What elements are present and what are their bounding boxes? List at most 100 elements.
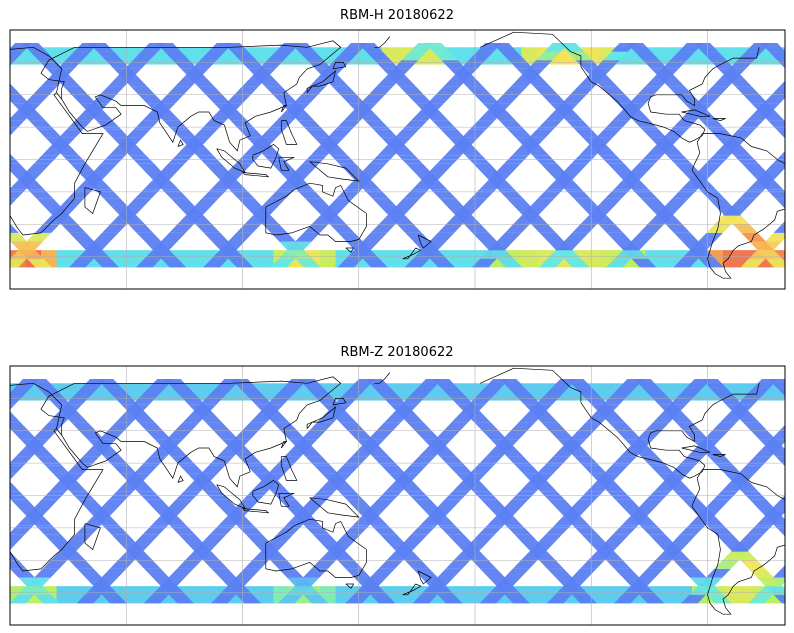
swath-segment [767, 448, 785, 457]
swath-segment [104, 129, 130, 138]
swath-segment [563, 232, 589, 242]
swath-segment [414, 499, 439, 509]
swath-segment [584, 68, 609, 78]
swath-segment [404, 258, 430, 268]
swath-segment [45, 465, 70, 474]
swath-segment [219, 577, 245, 587]
swath-segment [572, 224, 597, 233]
swath-segment [92, 163, 118, 173]
swath-segment [170, 525, 195, 535]
swath-segment [334, 51, 360, 61]
swath-segment [701, 51, 727, 61]
swath-segment [549, 103, 575, 112]
swath-segment [499, 120, 525, 130]
swath-segment [260, 129, 285, 138]
swath-segment [463, 551, 489, 561]
swath-segment [541, 422, 566, 431]
swath-segment [440, 129, 466, 138]
swath-segment [94, 258, 119, 268]
swath-segment [376, 422, 402, 431]
swath-segment [667, 86, 693, 95]
coastline-japan [306, 406, 337, 429]
swath-segment [12, 430, 37, 440]
swath-segment [557, 181, 582, 190]
swath-segment [439, 456, 465, 466]
swath-segment [161, 258, 187, 268]
swath-segment [335, 120, 361, 130]
swath-segment [421, 577, 447, 587]
swath-segment [305, 456, 331, 466]
swath-segment [673, 258, 699, 268]
coastline-south-america [702, 133, 785, 173]
swath-segment [272, 422, 298, 431]
swath-segment [268, 534, 294, 543]
swath-segment [396, 551, 422, 561]
swath-segment [432, 120, 457, 130]
swath-segment [615, 499, 641, 509]
swath-segment [10, 481, 11, 483]
swath-segment [776, 387, 785, 397]
swath-segment [696, 94, 721, 104]
swath-segment [171, 129, 197, 138]
swath-segment [766, 189, 785, 199]
swath-segment [464, 482, 490, 492]
swath-segment [614, 594, 639, 604]
swath-segment [413, 568, 438, 578]
swath-segment [305, 198, 330, 207]
swath-segment [437, 594, 463, 604]
swath-segment [187, 473, 213, 483]
swath-segment [188, 404, 214, 414]
swath-segment [77, 241, 103, 251]
swath-segment [562, 163, 588, 173]
swath-segment [659, 77, 685, 87]
swath-segment [663, 129, 688, 138]
swath-segment [789, 483, 794, 492]
swath-segment [790, 552, 794, 561]
swath-segment [10, 411, 13, 414]
swath-segment [473, 163, 499, 173]
swath-segment [632, 517, 657, 526]
swath-segment [52, 215, 78, 225]
swath-segment [766, 517, 785, 526]
swath-segment [30, 51, 55, 61]
swath-segment [439, 198, 465, 207]
swath-segment [533, 86, 559, 95]
swath-segment [192, 129, 218, 138]
swath-segment [528, 129, 554, 138]
swath-segment [773, 568, 785, 578]
swath-segment [231, 51, 257, 61]
swath-segment [245, 534, 271, 543]
swath-segment [103, 198, 129, 207]
swath-segment [636, 430, 662, 440]
swath-segment [747, 525, 773, 535]
swath-segment [126, 198, 152, 207]
swath-segment [508, 387, 533, 397]
swath-segment [558, 112, 583, 121]
swath-segment [474, 94, 500, 104]
swath-segment [748, 568, 774, 578]
swath-segment [143, 594, 169, 604]
swath-segment [571, 568, 597, 578]
swath-cell [521, 250, 538, 268]
swath-cell [723, 250, 739, 268]
swath-segment [657, 473, 683, 483]
swath-segment [732, 224, 758, 233]
swath-segment [399, 86, 424, 95]
swath-segment [58, 129, 84, 138]
swath-segment [678, 387, 703, 397]
swath-segment [53, 146, 79, 156]
swath-segment [776, 129, 785, 138]
swath-segment [313, 465, 339, 474]
swath-segment [740, 560, 766, 569]
swath-cell [335, 586, 352, 604]
swath-segment [146, 103, 172, 112]
swath-segment [704, 499, 730, 509]
swath-segment [406, 163, 432, 173]
swath-segment [748, 594, 774, 604]
swath-segment [581, 534, 607, 543]
swath-segment [27, 517, 53, 526]
coastline-kamchatka [374, 36, 391, 48]
swath-segment [757, 577, 782, 587]
swath-segment [682, 499, 708, 509]
swath-layer [10, 379, 794, 604]
